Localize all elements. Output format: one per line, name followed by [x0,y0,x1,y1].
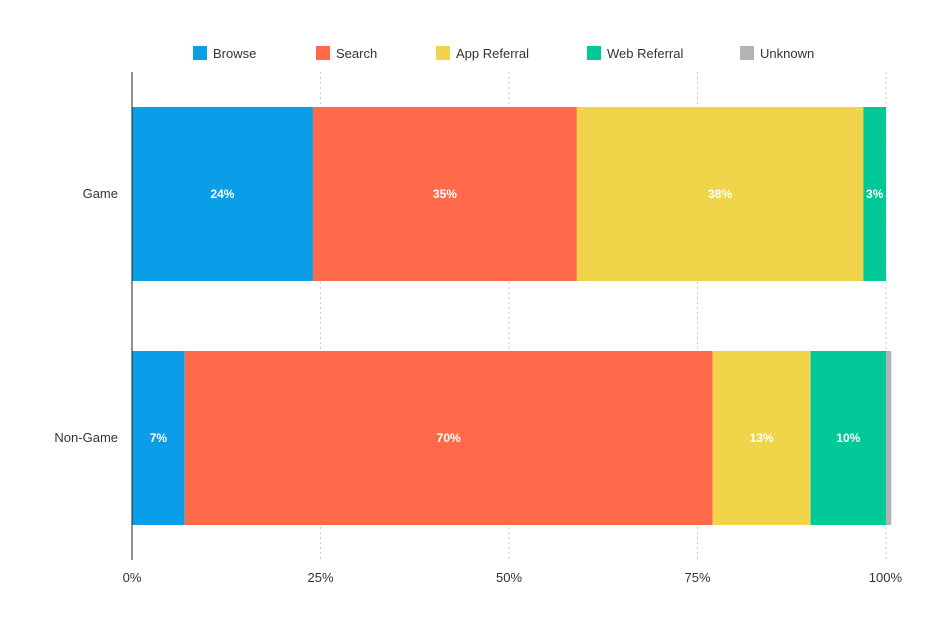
x-tick-labels: 0% 25% 50% 75% 100% [123,570,903,585]
bar-segment [863,107,886,281]
x-tick-label: 100% [869,570,903,585]
x-tick-label: 0% [123,570,142,585]
category-label: Game [83,186,118,201]
data-label: 24% [210,187,234,201]
legend-item: Web Referral [587,46,683,61]
data-label: 7% [150,431,168,445]
legend-item: App Referral [436,46,529,61]
category-labels: Game Non-Game [54,186,118,445]
data-label: 38% [708,187,732,201]
x-tick-label: 25% [307,570,333,585]
legend-swatch [587,46,601,60]
data-label: 35% [433,187,457,201]
bars [132,107,892,525]
legend-swatch [740,46,754,60]
bar-segment [576,107,864,281]
legend-item: Browse [193,46,256,61]
legend-label: Unknown [760,46,814,61]
x-tick-label: 75% [684,570,710,585]
legend-label: Browse [213,46,256,61]
data-label: 10% [836,431,860,445]
legend-label: Web Referral [607,46,683,61]
legend-item: Unknown [740,46,814,61]
legend-swatch [193,46,207,60]
bar-segment [184,351,713,525]
legend-swatch [316,46,330,60]
bar-segment [712,351,811,525]
legend-label: App Referral [456,46,529,61]
legend-swatch [436,46,450,60]
legend-item: Search [316,46,377,61]
data-labels: 24% 35% 38% 3% 7% 70% 13% 10% [150,187,884,445]
x-tick-label: 50% [496,570,522,585]
bar-segment [312,107,577,281]
data-label: 70% [437,431,461,445]
bar-segment [132,351,185,525]
data-label: 3% [866,187,884,201]
legend: Browse Search App Referral Web Referral Unkn… [193,46,814,61]
category-label: Non-Game [54,430,118,445]
data-label: 13% [750,431,774,445]
bar-segment [810,351,886,525]
bar-segment [886,351,892,525]
bar-segment [132,107,313,281]
legend-label: Search [336,46,377,61]
